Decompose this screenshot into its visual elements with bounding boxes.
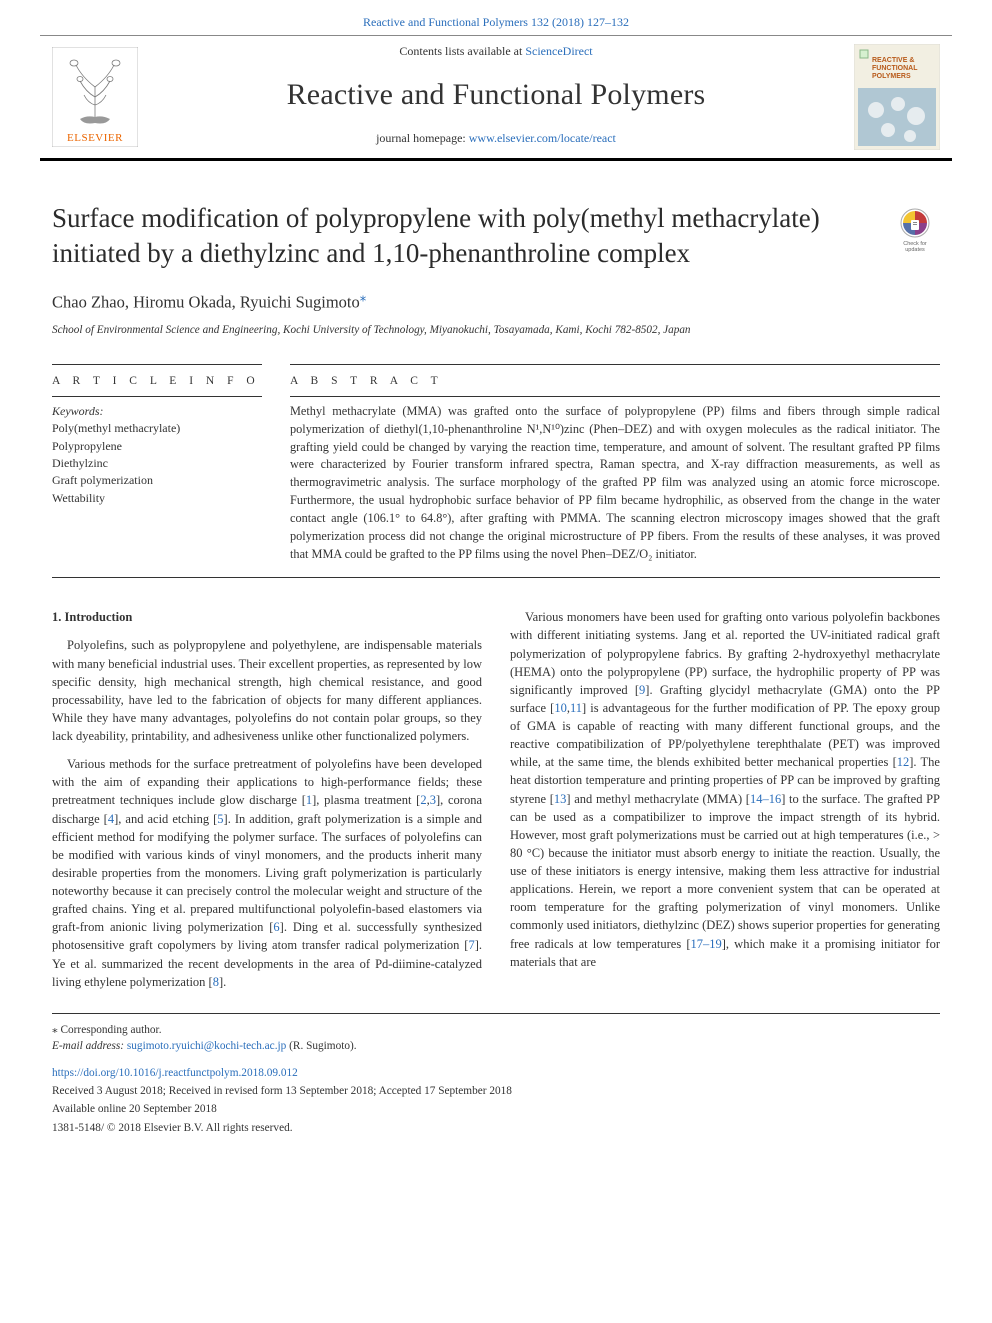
contents-line: Contents lists available at ScienceDirec… (150, 43, 842, 60)
sciencedirect-link[interactable]: ScienceDirect (525, 44, 592, 58)
article-title: Surface modification of polypropylene wi… (52, 201, 862, 271)
authors: Chao Zhao, Hiromu Okada, Ryuichi Sugimot… (52, 292, 360, 311)
cover-text-2: FUNCTIONAL (872, 65, 918, 72)
dates-line: Received 3 August 2018; Received in revi… (52, 1083, 940, 1099)
cover-text-1: REACTIVE & (872, 57, 914, 64)
doi-link[interactable]: https://doi.org/10.1016/j.reactfunctpoly… (52, 1067, 298, 1079)
issn-line: 1381-5148/ © 2018 Elsevier B.V. All righ… (52, 1120, 940, 1136)
contents-prefix: Contents lists available at (399, 44, 525, 58)
article-footer: ⁎ Corresponding author. E-mail address: … (52, 1013, 940, 1136)
affiliation: School of Environmental Science and Engi… (52, 322, 940, 338)
corresponding-author-note: ⁎ Corresponding author. (52, 1022, 940, 1038)
journal-title: Reactive and Functional Polymers (150, 73, 842, 117)
body-paragraph-1: Polyolefins, such as polypropylene and p… (52, 636, 482, 745)
corresponding-email-link[interactable]: sugimoto.ryuichi@kochi-tech.ac.jp (127, 1040, 286, 1052)
check-updates-badge[interactable]: Check for updates (890, 205, 940, 255)
masthead: ELSEVIER Contents lists available at Sci… (40, 35, 952, 161)
keywords-list: Poly(methyl methacrylate) Polypropylene … (52, 420, 262, 507)
top-citation: Reactive and Functional Polymers 132 (20… (0, 14, 992, 31)
journal-cover-cell: REACTIVE & FUNCTIONAL POLYMERS (842, 36, 952, 158)
ref-link-12[interactable]: 12 (897, 755, 910, 769)
article-info-column: A R T I C L E I N F O Keywords: Poly(met… (52, 364, 262, 563)
online-line: Available online 20 September 2018 (52, 1101, 940, 1117)
info-abstract-row: A R T I C L E I N F O Keywords: Poly(met… (52, 364, 940, 563)
authors-line: Chao Zhao, Hiromu Okada, Ryuichi Sugimot… (52, 288, 940, 314)
ref-link-17-19[interactable]: 17–19 (691, 937, 722, 951)
body-paragraph-3: Various monomers have been used for graf… (510, 608, 940, 971)
abstract-column: A B S T R A C T Methyl methacrylate (MMA… (290, 364, 940, 563)
email-label: E-mail address: (52, 1040, 124, 1052)
corr-text: Corresponding author. (60, 1024, 161, 1036)
cover-text-3: POLYMERS (872, 73, 911, 80)
article-info-heading: A R T I C L E I N F O (52, 364, 262, 396)
top-citation-link[interactable]: Reactive and Functional Polymers 132 (20… (363, 15, 629, 29)
svg-text:updates: updates (905, 247, 925, 253)
journal-homepage-link[interactable]: www.elsevier.com/locate/react (469, 131, 616, 145)
section-title: Introduction (65, 610, 133, 624)
masthead-center: Contents lists available at ScienceDirec… (150, 36, 842, 158)
abstract-heading: A B S T R A C T (290, 364, 940, 396)
body-paragraph-2: Various methods for the surface pretreat… (52, 755, 482, 991)
elsevier-tree-icon: ELSEVIER (52, 47, 138, 147)
homepage-prefix: journal homepage: (376, 131, 469, 145)
publisher-logo-cell: ELSEVIER (40, 36, 150, 158)
abstract-text: Methyl methacrylate (MMA) was grafted on… (290, 396, 940, 563)
section-heading: 1. Introduction (52, 608, 482, 626)
journal-cover-thumb: REACTIVE & FUNCTIONAL POLYMERS (854, 44, 940, 150)
section-number: 1. (52, 610, 61, 624)
body-columns: 1. Introduction Polyolefins, such as pol… (52, 608, 940, 991)
journal-homepage-line: journal homepage: www.elsevier.com/locat… (150, 130, 842, 147)
ref-link-13[interactable]: 13 (554, 792, 567, 806)
keywords-label: Keywords: (52, 396, 262, 420)
corresponding-author-mark[interactable]: ⁎ (360, 289, 367, 304)
article-head: Check for updates Surface modification o… (52, 201, 940, 338)
corr-mark-footer: ⁎ (52, 1024, 58, 1036)
ref-link-14-16[interactable]: 14–16 (750, 792, 781, 806)
email-author: (R. Sugimoto). (289, 1040, 356, 1052)
ref-link-10[interactable]: 10 (554, 701, 567, 715)
ref-link-11[interactable]: 11 (570, 701, 582, 715)
elsevier-wordmark: ELSEVIER (67, 132, 123, 144)
email-line: E-mail address: sugimoto.ryuichi@kochi-t… (52, 1038, 940, 1054)
abstract-bottom-rule (52, 577, 940, 578)
